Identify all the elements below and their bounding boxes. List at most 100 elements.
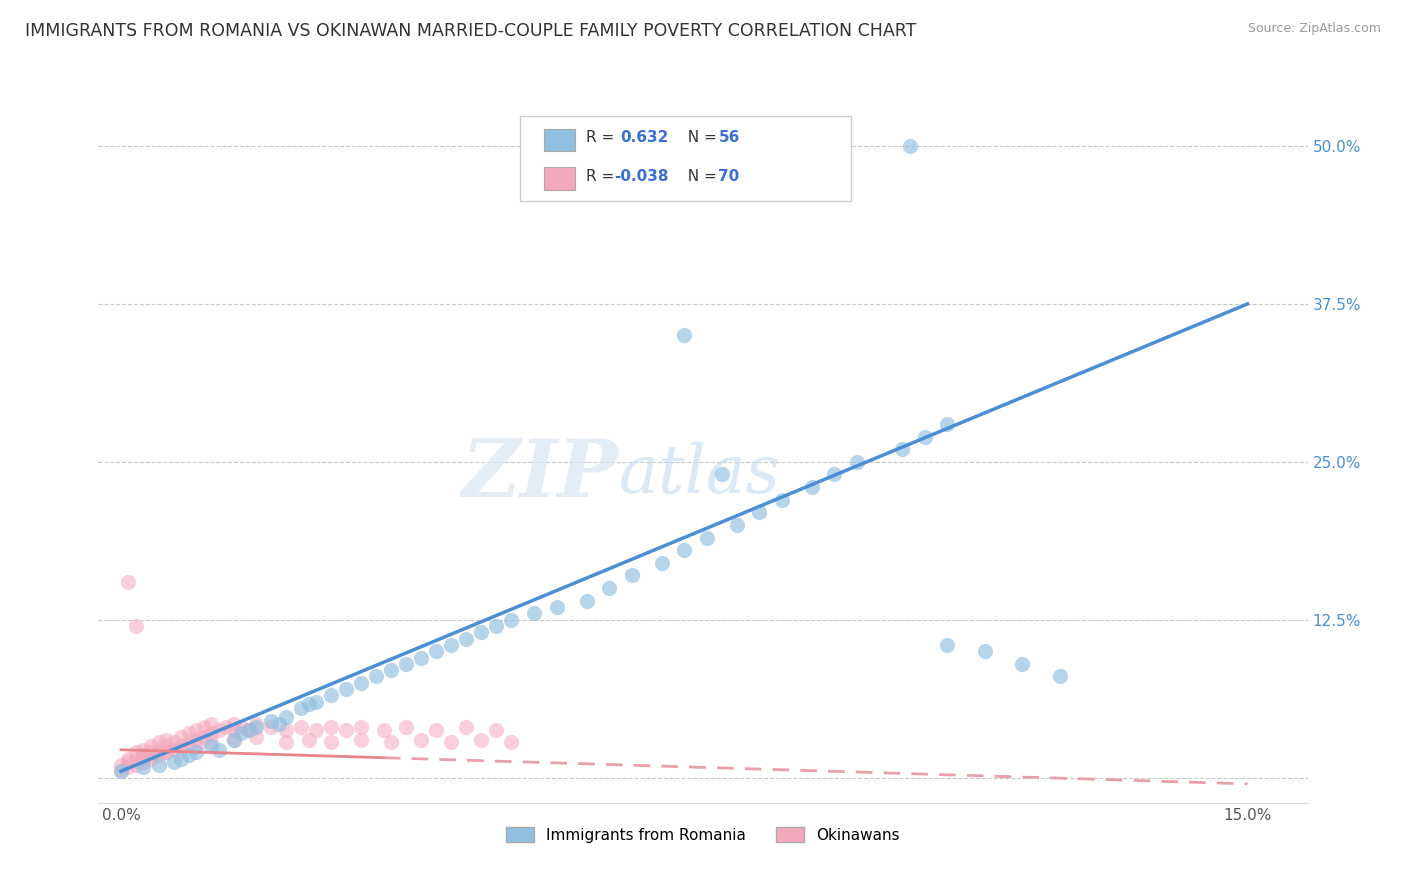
Point [110, 764, 132, 779]
Point [380, 663, 402, 677]
Point [117, 756, 139, 770]
Point [148, 758, 170, 772]
Point [155, 745, 177, 759]
Point [298, 698, 321, 712]
Point [1049, 669, 1071, 683]
Point [501, 613, 523, 627]
Point [162, 756, 184, 770]
Text: R =: R = [586, 169, 620, 184]
Point [177, 726, 200, 740]
Point [725, 517, 748, 532]
Point [139, 745, 162, 759]
Point [238, 723, 260, 737]
Point [501, 735, 523, 749]
Point [395, 657, 418, 671]
Point [139, 751, 162, 765]
Point [321, 735, 343, 749]
Point [425, 644, 447, 658]
Text: atlas: atlas [619, 442, 780, 508]
Text: 56: 56 [718, 130, 740, 145]
Point [598, 581, 620, 595]
Point [321, 689, 343, 703]
Point [891, 442, 914, 457]
Point [132, 756, 155, 770]
Point [846, 455, 869, 469]
Point [335, 682, 357, 697]
Point [132, 760, 155, 774]
Point [276, 735, 298, 749]
Point [125, 745, 148, 759]
Point [350, 732, 373, 747]
Point [245, 730, 267, 744]
Point [823, 467, 845, 482]
Point [193, 730, 215, 744]
Point [470, 732, 492, 747]
Point [222, 723, 245, 737]
Point [148, 735, 170, 749]
Point [229, 720, 252, 734]
Point [222, 732, 245, 747]
Point [350, 675, 373, 690]
Text: 70: 70 [718, 169, 740, 184]
Point [575, 593, 598, 607]
Point [546, 600, 568, 615]
Point [710, 467, 733, 482]
Point [139, 747, 162, 762]
Point [125, 751, 148, 765]
Point [170, 739, 193, 753]
Point [245, 717, 267, 731]
Point [110, 764, 132, 779]
Point [125, 758, 148, 772]
Legend: Immigrants from Romania, Okinawans: Immigrants from Romania, Okinawans [501, 821, 905, 848]
Point [132, 743, 155, 757]
Text: N =: N = [678, 169, 721, 184]
Point [290, 701, 312, 715]
Text: ZIP: ZIP [461, 436, 619, 513]
Point [651, 556, 673, 570]
Text: Source: ZipAtlas.com: Source: ZipAtlas.com [1247, 22, 1381, 36]
Point [200, 739, 222, 753]
Point [148, 743, 170, 757]
Point [162, 735, 184, 749]
Text: N =: N = [678, 130, 721, 145]
Point [305, 723, 328, 737]
Point [200, 726, 222, 740]
Point [770, 492, 793, 507]
Point [456, 632, 478, 646]
Point [117, 751, 139, 765]
Point [936, 638, 959, 652]
Point [373, 723, 395, 737]
Point [260, 714, 283, 728]
Point [411, 650, 433, 665]
Point [485, 723, 508, 737]
Point [222, 717, 245, 731]
Point [155, 739, 177, 753]
Point [229, 726, 252, 740]
Point [898, 139, 921, 153]
Point [696, 531, 718, 545]
Point [193, 720, 215, 734]
Point [425, 723, 447, 737]
Point [139, 739, 162, 753]
Point [936, 417, 959, 431]
Point [132, 747, 155, 762]
Point [200, 735, 222, 749]
Point [456, 720, 478, 734]
Point [276, 723, 298, 737]
Text: R =: R = [586, 130, 624, 145]
Point [207, 743, 229, 757]
Point [170, 743, 193, 757]
Point [184, 745, 207, 759]
Point [155, 732, 177, 747]
Point [470, 625, 492, 640]
Point [350, 720, 373, 734]
Point [177, 747, 200, 762]
Point [290, 720, 312, 734]
Point [748, 505, 770, 519]
Point [117, 760, 139, 774]
Point [245, 720, 267, 734]
Point [155, 745, 177, 759]
Point [335, 723, 357, 737]
Point [298, 732, 321, 747]
Point [222, 732, 245, 747]
